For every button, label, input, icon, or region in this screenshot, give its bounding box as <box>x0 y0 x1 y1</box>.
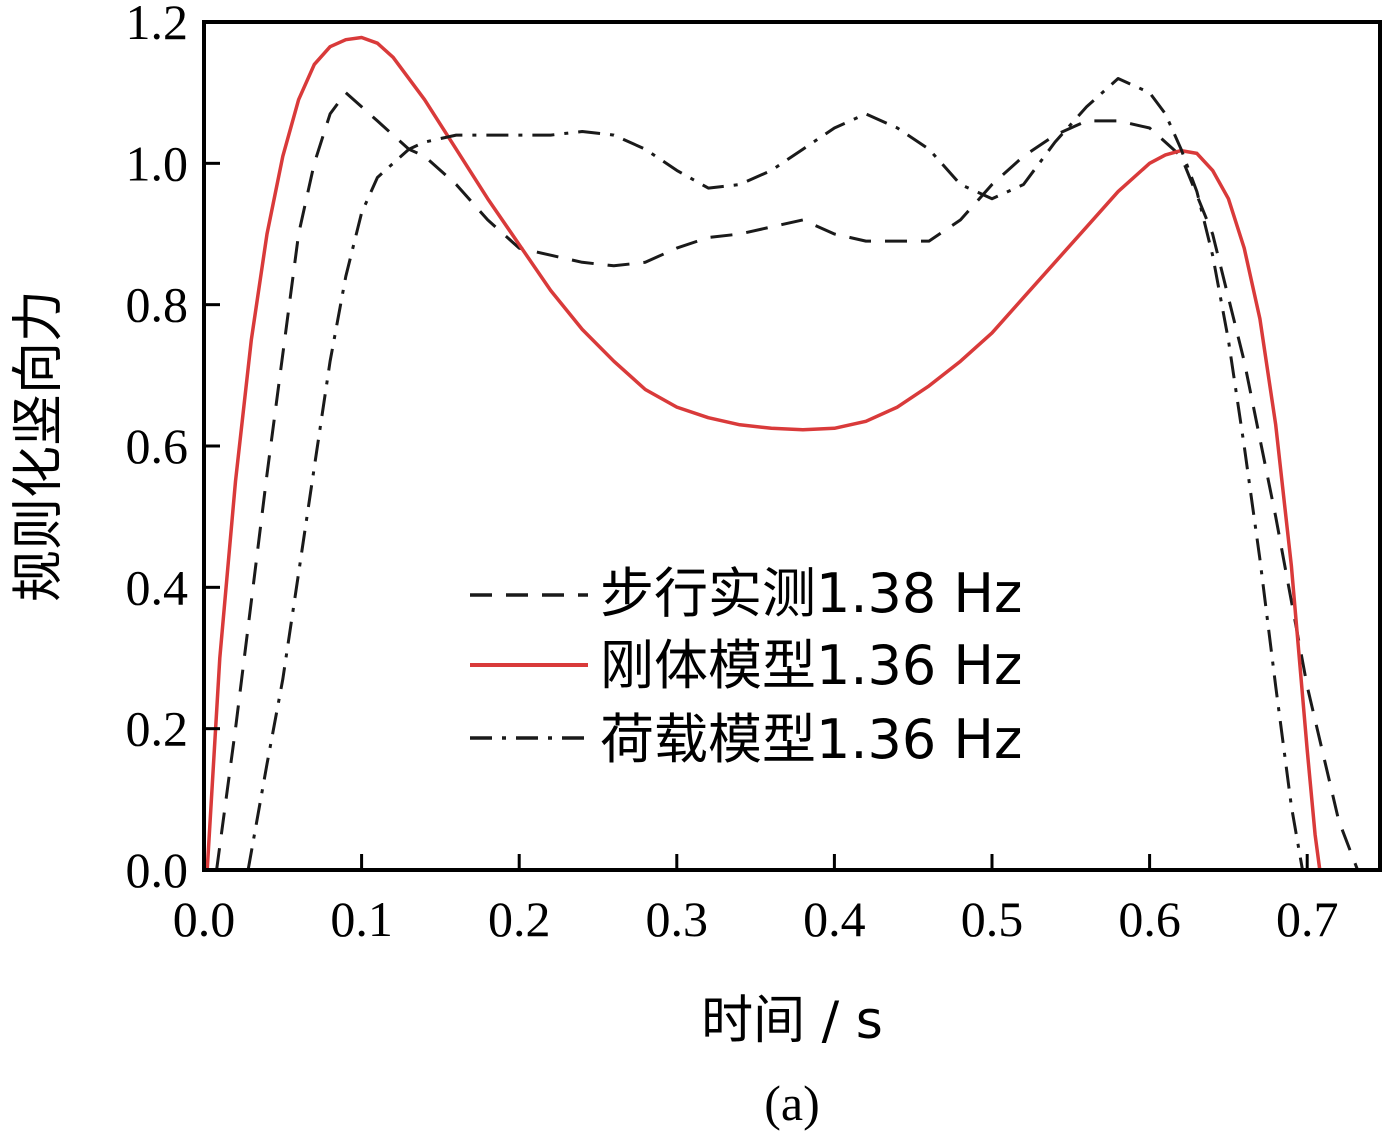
y-axis-title: 规则化竖向力 <box>9 290 69 602</box>
y-tick-label: 1.0 <box>126 135 189 191</box>
x-tick-label: 0.1 <box>330 891 393 947</box>
y-tick-label: 0.8 <box>126 277 189 333</box>
series-line-1 <box>205 35 1322 871</box>
x-tick-label: 0.7 <box>1276 891 1339 947</box>
figure-caption: (a) <box>764 1075 820 1131</box>
y-tick-label: 0.4 <box>126 559 189 615</box>
y-tick-label: 1.2 <box>126 0 189 50</box>
x-tick-label: 0.5 <box>961 891 1024 947</box>
y-axis: 0.0 0.2 0.4 0.6 0.8 1.0 1.2 <box>126 0 220 898</box>
legend-label-measured: 步行实测1.38 Hz <box>600 562 1022 625</box>
x-tick-label: 0.4 <box>803 891 866 947</box>
x-tick-label: 0.2 <box>488 891 551 947</box>
x-axis-title: 时间 / s <box>701 991 883 1051</box>
legend: 步行实测1.38 Hz 刚体模型1.36 Hz 荷载模型1.36 Hz <box>470 562 1022 771</box>
legend-label-rigid: 刚体模型1.36 Hz <box>600 634 1022 697</box>
y-tick-label: 0.2 <box>126 701 189 757</box>
legend-label-load: 荷载模型1.36 Hz <box>600 708 1022 771</box>
series-line-0 <box>215 91 1360 871</box>
x-tick-label: 0.3 <box>646 891 709 947</box>
series-layer <box>205 35 1360 871</box>
x-tick-label: 0.0 <box>173 891 236 947</box>
series-line-2 <box>246 77 1304 871</box>
x-tick-label: 0.6 <box>1118 891 1181 947</box>
y-tick-label: 0.6 <box>126 418 189 474</box>
y-tick-label: 0.0 <box>126 842 189 898</box>
x-axis: 0.0 0.1 0.2 0.3 0.4 0.5 0.6 0.7 <box>173 854 1339 947</box>
